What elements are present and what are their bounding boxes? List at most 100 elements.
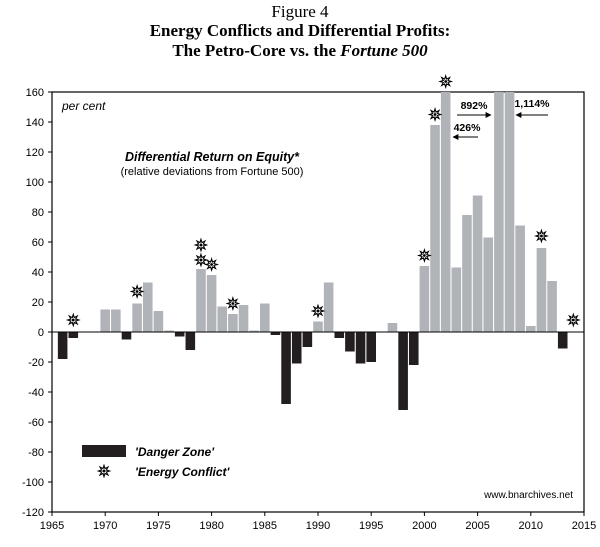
bar-1985 <box>260 303 270 332</box>
bar-1976 <box>164 330 174 332</box>
legend: 'Danger Zone' 'Energy Conflict' <box>82 445 231 479</box>
energy-conflict-icon <box>565 312 581 328</box>
x-tick-label: 1965 <box>40 520 64 532</box>
energy-conflict-markers <box>65 74 581 328</box>
figure-label: Figure 4 <box>271 2 329 21</box>
y-tick-label: -40 <box>28 387 44 399</box>
bar-1995 <box>366 332 376 362</box>
bar-2001 <box>430 125 440 332</box>
x-tick-label: 1975 <box>146 520 170 532</box>
bar-1991 <box>323 282 334 332</box>
bar-1990 <box>313 321 323 332</box>
x-tick-label: 1985 <box>253 520 277 532</box>
bar-1989 <box>302 332 313 347</box>
y-tick-label: 160 <box>26 87 44 99</box>
y-tick-label: 120 <box>26 147 44 159</box>
energy-conflict-icon <box>193 237 209 253</box>
legend-danger-zone-label: 'Danger Zone' <box>135 445 215 459</box>
bar-1983 <box>238 305 249 332</box>
annotation-892: 892% <box>461 100 489 112</box>
energy-conflict-icon <box>129 284 145 299</box>
figure-title: Energy Conflicts and Differential Profit… <box>149 21 451 40</box>
figure-subtitle: The Petro-Core vs. the Fortune 500 <box>0 41 600 61</box>
burst-icon <box>96 463 112 479</box>
bar-annotations: 892% 426% 1,114% <box>452 98 550 140</box>
bar-1971 <box>111 309 121 332</box>
source-credit: www.bnarchives.net <box>483 490 573 501</box>
figure-subtitle-italic: Fortune 500 <box>340 41 428 60</box>
bar-2007 <box>494 92 504 332</box>
y-tick-label: -20 <box>28 357 44 369</box>
y-tick-label: 60 <box>32 237 44 249</box>
x-tick-label: 1980 <box>199 520 223 532</box>
figure-title-block: Figure 4 Energy Conflicts and Differenti… <box>0 2 600 61</box>
bar-1993 <box>345 332 355 352</box>
bar-1988 <box>291 332 302 364</box>
bar-2009 <box>515 225 525 332</box>
x-tick-label: 2005 <box>465 520 489 532</box>
y-axis: -120 -100 -80 -60 -40 -20 0 20 40 60 80 100 120 140 16… <box>22 87 52 519</box>
bar-2003 <box>451 267 462 332</box>
bar-1981 <box>217 306 228 332</box>
bar-2011 <box>536 248 547 332</box>
bar-2006 <box>483 237 494 332</box>
energy-conflict-icon <box>65 312 81 328</box>
y-tick-label: -60 <box>28 417 44 429</box>
bar-2002 <box>440 92 451 332</box>
y-tick-label: -120 <box>22 507 44 519</box>
bar-1982 <box>228 314 238 332</box>
x-tick-label: 1995 <box>359 520 383 532</box>
y-tick-label: 40 <box>32 267 44 279</box>
energy-conflict-icon <box>225 296 241 311</box>
y-tick-label: 140 <box>26 117 44 129</box>
x-tick-label: 2000 <box>412 520 436 532</box>
energy-conflict-icon <box>533 228 549 244</box>
bar-2012 <box>547 281 557 332</box>
y-tick-label: 0 <box>38 327 44 339</box>
bar-1984 <box>249 330 259 332</box>
chart-title: Differential Return on Equity* <box>125 150 300 164</box>
bar-2013 <box>557 332 568 349</box>
bar-1994 <box>355 332 366 364</box>
energy-conflict-icon <box>193 252 209 268</box>
y-tick-label: 20 <box>32 297 44 309</box>
annotation-426: 426% <box>454 122 482 134</box>
bar-1998 <box>398 332 408 410</box>
energy-conflict-icon <box>427 107 443 122</box>
bar-1973 <box>132 303 142 332</box>
bar-1999 <box>408 332 419 365</box>
x-tick-label: 1990 <box>306 520 330 532</box>
y-tick-label: 100 <box>26 177 44 189</box>
bar-2008 <box>504 92 515 332</box>
energy-conflict-icon <box>204 257 220 272</box>
bar-1977 <box>174 332 185 337</box>
energy-conflict-icon <box>310 303 326 319</box>
figure-subtitle-prefix: The Petro-Core vs. the <box>172 41 341 60</box>
bar-1975 <box>153 311 164 332</box>
y-tick-label: -100 <box>22 477 44 489</box>
bar-1979 <box>196 269 206 332</box>
legend-danger-zone-swatch <box>82 445 126 457</box>
bars-group <box>57 92 568 410</box>
chart-subtitle: (relative deviations from Fortune 500) <box>121 166 304 178</box>
bar-1997 <box>387 323 398 332</box>
y-axis-label: per cent <box>61 99 106 113</box>
bar-1974 <box>142 282 153 332</box>
x-tick-label: 1970 <box>93 520 117 532</box>
bar-1967 <box>68 332 79 338</box>
bar-2005 <box>472 195 483 332</box>
y-tick-label: -80 <box>28 447 44 459</box>
bar-2010 <box>526 326 536 332</box>
x-tick-label: 2015 <box>572 520 596 532</box>
bar-1972 <box>121 332 132 340</box>
energy-conflict-icon <box>438 74 454 89</box>
bar-1970 <box>100 309 110 332</box>
bar-1978 <box>185 332 196 350</box>
bar-1966 <box>57 332 68 359</box>
energy-conflict-icon <box>416 248 432 263</box>
annotation-1114: 1,114% <box>514 98 550 110</box>
x-axis: 1965 1970 1975 1980 1985 1990 1995 2000 2005 2010… <box>40 512 596 532</box>
bar-2000 <box>419 266 430 332</box>
legend-energy-conflict-label: 'Energy Conflict' <box>135 465 231 479</box>
